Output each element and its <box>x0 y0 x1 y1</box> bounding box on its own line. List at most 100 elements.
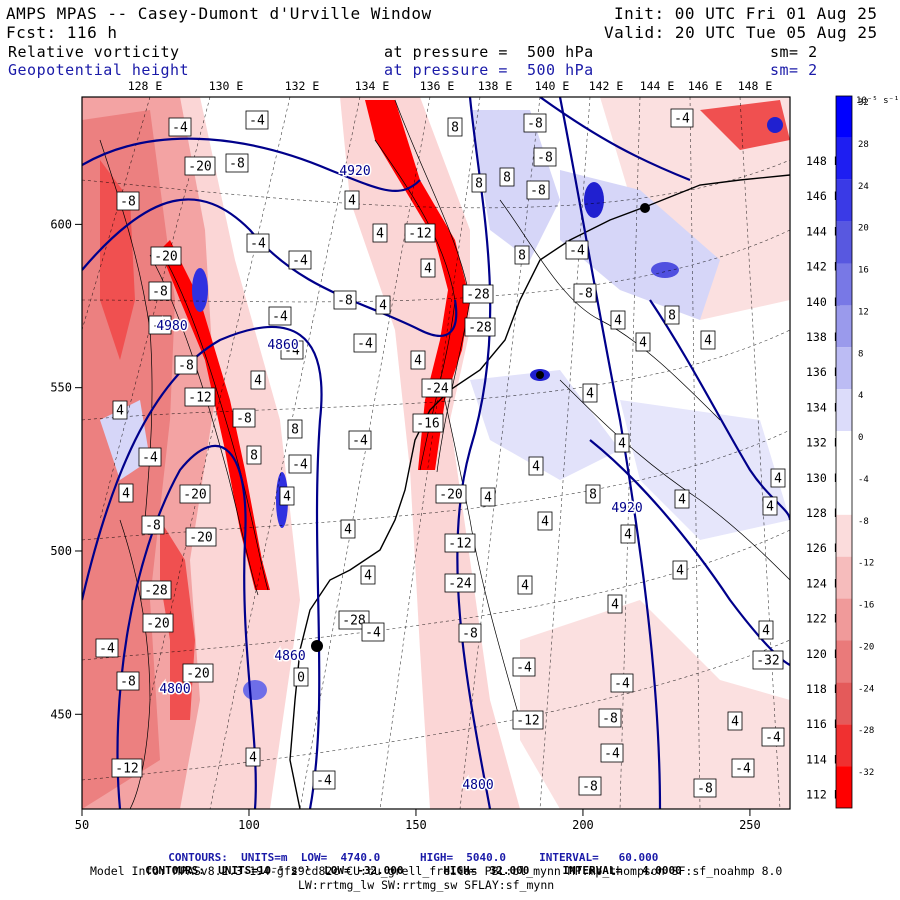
vorticity-label: 4 <box>480 487 496 507</box>
vorticity-label: -20 <box>435 484 467 504</box>
svg-text:4: 4 <box>541 515 549 530</box>
vorticity-label: -4 <box>353 333 377 353</box>
svg-text:-20: -20 <box>154 250 177 265</box>
colorbar-swatch <box>836 598 852 641</box>
svg-text:-12: -12 <box>115 762 138 777</box>
svg-text:-28: -28 <box>468 321 491 336</box>
latitude-labels: 148 E 146 E 144 E 142 E 140 E 138 E 136 E 134 E… <box>806 154 841 802</box>
vorticity-label: -8 <box>693 778 717 798</box>
station-marker <box>640 203 650 213</box>
svg-text:-24: -24 <box>448 577 472 592</box>
svg-text:4: 4 <box>611 598 619 613</box>
svg-text:4: 4 <box>704 334 712 349</box>
vorticity-label: -8 <box>333 290 357 310</box>
field1-level: at pressure = 500 hPa <box>384 43 594 61</box>
colorbar-frame <box>835 95 853 809</box>
vorticity-label: 4 <box>614 433 630 453</box>
svg-text:8: 8 <box>475 177 483 192</box>
height-contour-info: CONTOURS: UNITS=m LOW= 4740.0 HIGH= 5040… <box>168 851 659 864</box>
longitude-label: 128 E <box>128 79 163 93</box>
svg-text:-12: -12 <box>408 227 431 242</box>
longitude-labels: 128 E 130 E 132 E 134 E 136 E 138 E 140 E 142 E… <box>128 79 773 93</box>
svg-text:-8: -8 <box>120 675 136 690</box>
svg-text:4: 4 <box>731 715 739 730</box>
side-label: 140 E <box>806 295 841 309</box>
vorticity-label: -4 <box>565 240 589 260</box>
vorticity-label: -4 <box>246 233 270 253</box>
side-label: 148 E <box>806 154 841 168</box>
vorticity-label: 8 <box>585 484 601 504</box>
init-time: Init: 00 UTC Fri 01 Aug 25 <box>614 4 878 23</box>
side-label: 118 E <box>806 682 841 696</box>
x-tick-label: 100 <box>238 818 260 832</box>
svg-text:-8: -8 <box>527 117 543 132</box>
vorticity-label: -8 <box>148 281 172 301</box>
svg-text:-4: -4 <box>292 458 308 473</box>
colorbar: 10⁻⁵ s⁻¹32 28 24 20 16 12 8 4 0 -4 -8 -12 -16 -20 -24 -… <box>835 95 899 809</box>
longitude-label: 146 E <box>688 79 723 93</box>
vorticity-label: -8 <box>573 283 597 303</box>
svg-text:-4: -4 <box>765 731 781 746</box>
svg-text:4: 4 <box>116 404 124 419</box>
plot-title: AMPS MPAS -- Casey-Dumont d'Urville Wind… <box>6 4 432 23</box>
svg-text:-4: -4 <box>352 434 368 449</box>
field2-name: Geopotential height <box>8 61 190 79</box>
longitude-label: 144 E <box>640 79 675 93</box>
vorticity-label: 4 <box>517 575 533 595</box>
vorticity-label: 4 <box>112 400 128 420</box>
svg-text:-8: -8 <box>582 780 598 795</box>
vorticity-label: -12 <box>512 710 544 730</box>
vorticity-label: -4 <box>512 657 536 677</box>
colorbar-swatch <box>836 514 852 557</box>
svg-text:-20: -20 <box>186 667 209 682</box>
svg-text:4: 4 <box>122 487 130 502</box>
side-label: 114 E <box>806 752 841 766</box>
svg-text:-20: -20 <box>439 488 462 503</box>
vorticity-label: -4 <box>361 622 385 642</box>
model-info-physics: LW:rrtmg_lw SW:rrtmg_sw SFLAY:sf_mynn <box>298 878 555 892</box>
vorticity-label: -28 <box>338 610 370 630</box>
svg-text:8: 8 <box>668 309 676 324</box>
y-tick-label: 500 <box>50 544 72 558</box>
vorticity-label: 4 <box>620 524 636 544</box>
height-label: 4920 <box>611 501 642 516</box>
side-label: 124 E <box>806 576 841 590</box>
side-label: 146 E <box>806 189 841 203</box>
side-label: 132 E <box>806 436 841 450</box>
longitude-label: 132 E <box>285 79 320 93</box>
vorticity-label: 4 <box>762 496 778 516</box>
svg-text:-4: -4 <box>365 626 381 641</box>
svg-text:-8: -8 <box>537 151 553 166</box>
svg-text:-8: -8 <box>337 294 353 309</box>
svg-text:-8: -8 <box>602 712 618 727</box>
vorticity-label: 8 <box>514 245 530 265</box>
vorticity-label: -4 <box>138 447 162 467</box>
vorticity-label: -16 <box>412 413 444 433</box>
svg-text:4: 4 <box>774 472 782 487</box>
height-label: 4920 <box>339 164 370 179</box>
field1-name: Relative vorticity <box>8 43 180 61</box>
colorbar-swatch <box>836 179 852 222</box>
model-info: Model Info: MPASv8.2.3-194-gf29cd82c CU:… <box>90 864 783 878</box>
height-label: 4800 <box>159 682 190 697</box>
colorbar-level: -16 <box>858 601 874 611</box>
svg-text:8: 8 <box>291 423 299 438</box>
svg-text:4: 4 <box>283 490 291 505</box>
vorticity-label: 4 <box>727 711 743 731</box>
y-tick-label: 600 <box>50 217 72 231</box>
vorticity-label: -8 <box>232 408 256 428</box>
vorticity-label: 4 <box>635 332 651 352</box>
svg-text:-28: -28 <box>342 614 365 629</box>
colorbar-level: 16 <box>858 266 869 276</box>
colorbar-level: -28 <box>858 726 874 736</box>
y-axis-ticks: 450 500 550 600 <box>50 217 82 721</box>
svg-text:4: 4 <box>678 493 686 508</box>
longitude-label: 138 E <box>478 79 513 93</box>
vorticity-label: 8 <box>447 117 463 137</box>
colorbar-swatch <box>836 724 852 767</box>
svg-text:-4: -4 <box>272 310 288 325</box>
vorticity-label: 4 <box>420 258 436 278</box>
svg-text:-28: -28 <box>466 288 489 303</box>
map-frame <box>81 96 791 810</box>
svg-text:4: 4 <box>676 564 684 579</box>
